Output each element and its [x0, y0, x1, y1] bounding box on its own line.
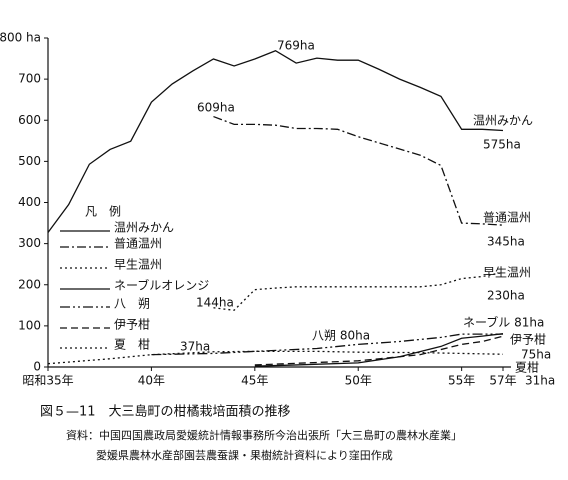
x-tick-label: 40年 — [138, 374, 165, 388]
y-tick-label: 700 — [18, 72, 41, 86]
legend-label: ネーブルオレンジ — [114, 278, 209, 293]
annotation: 温州みかん — [473, 114, 533, 128]
legend-label: 普通温州 — [114, 237, 162, 251]
series-line — [213, 271, 504, 311]
source: 愛媛県農林水産部園芸農蚕課・果樹統計資料により窪田作成 — [96, 448, 393, 462]
legend-label: 温州みかん — [114, 221, 174, 235]
annotation: 144ha — [196, 296, 234, 310]
annotation: 345ha — [487, 235, 525, 249]
y-tick-label: 400 — [18, 195, 41, 209]
series-line — [47, 50, 504, 233]
y-tick-label: 200 — [18, 277, 41, 291]
caption: 図５—11 大三島町の柑橘栽培面積の推移 — [40, 404, 291, 420]
annotation: 八朔 80ha — [312, 328, 370, 343]
x-tick-label: 45年 — [241, 374, 268, 388]
y-tick-label: 800 ha — [0, 31, 41, 45]
y-tick-label: 0 — [33, 360, 41, 374]
annotation: 夏柑 — [515, 360, 539, 375]
y-tick-label: 100 — [18, 318, 41, 332]
series-line — [151, 333, 503, 356]
annotation: 575ha — [483, 138, 521, 152]
series-line — [213, 115, 504, 226]
series-line — [47, 350, 504, 365]
annotation: 早生温州 — [483, 266, 531, 280]
x-tick-label: 昭和35年 — [22, 374, 73, 388]
series-line — [254, 335, 504, 366]
x-tick-label: 50年 — [345, 374, 372, 388]
y-tick-label: 500 — [18, 154, 41, 168]
legend-title: 凡 例 — [85, 205, 121, 219]
annotation: 769ha — [277, 39, 315, 53]
x-tick-label: 57年 — [489, 374, 516, 388]
source: 資料：中国四国農政局愛媛統計情報事務所今治出張所「大三島町の農林水産業」 — [66, 428, 462, 442]
annotation: ネーブル 81ha — [463, 315, 544, 330]
annotation: 31ha — [525, 374, 555, 388]
annotation: 37ha — [180, 340, 210, 354]
x-tick-label: 55年 — [448, 374, 475, 388]
legend-label: 夏 柑 — [114, 337, 150, 352]
annotation: 75ha — [521, 348, 551, 362]
y-tick-label: 600 — [18, 113, 41, 127]
series-line — [254, 333, 504, 367]
annotation: 普通温州 — [483, 211, 531, 225]
legend-label: 八 朔 — [114, 296, 150, 311]
legend-label: 伊予柑 — [114, 317, 150, 332]
annotation: 230ha — [487, 289, 525, 303]
legend-label: 早生温州 — [114, 258, 162, 272]
annotation: 609ha — [197, 101, 235, 115]
annotation: 伊予柑 — [510, 332, 546, 347]
y-tick-label: 300 — [18, 236, 41, 250]
